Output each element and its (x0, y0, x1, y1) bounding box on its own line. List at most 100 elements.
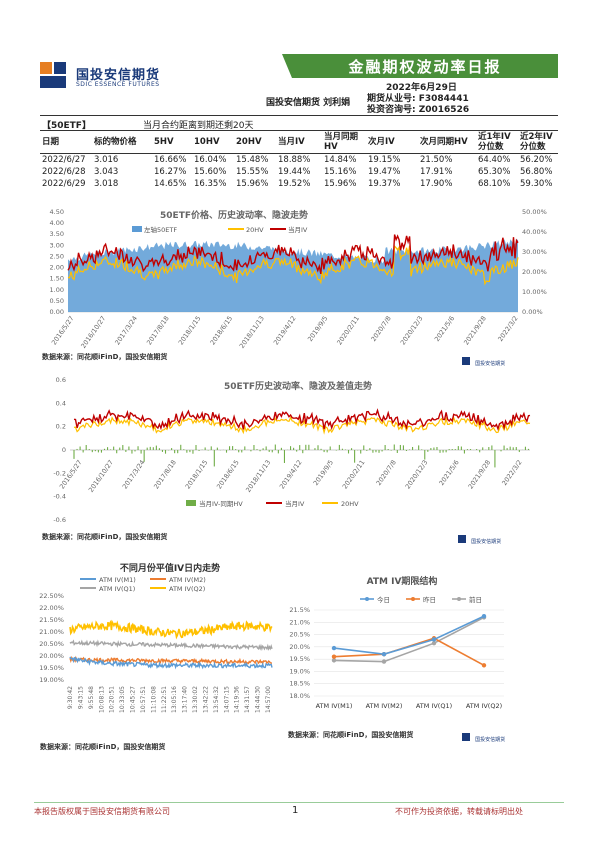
column-header: 次月同期HV (418, 131, 476, 154)
chart2-x-tick: 2017/8/18 (152, 459, 178, 491)
chart-term-structure: ATM IV期限结构 今日 昨日 前日 18.0% 18.5% 19.0% 19.5% 20… (289, 575, 504, 710)
chart4-y-tick: 18.5% (289, 680, 310, 688)
chart4-x-axis: ATM IV(M1) ATM IV(M2) ATM IV(Q1) ATM IV(Q2) (316, 702, 503, 710)
table-mid-rule (40, 130, 558, 131)
chart2-x-axis: 2016/5/27 2016/10/27 2017/3/24 2017/8/18 201… (58, 459, 524, 494)
chart3-x-tick: 13:30:02 (192, 686, 199, 713)
chart3-y-tick: 21.00% (39, 628, 64, 636)
chart3-x-tick: 14:19:36 (234, 686, 241, 713)
table-cell: 14.65% (154, 179, 187, 189)
chart4-y-tick: 20.5% (289, 631, 310, 639)
column-header: 近2年IV分位数 (518, 131, 558, 154)
chart3-source: 数据来源：同花顺iFinD，国投安信期货 (40, 743, 166, 751)
report-title: 金融期权波动率日报 (348, 58, 502, 76)
chart4-title: ATM IV期限结构 (367, 575, 438, 587)
table-cell: 19.47% (368, 167, 401, 177)
table-cell: 65.30% (478, 167, 511, 177)
table-cell: 15.60% (194, 167, 227, 177)
chart1-left-tick: 1.50 (50, 275, 64, 283)
chart2-x-tick: 2019/9/5 (312, 459, 335, 488)
chart3-y-tick: 21.50% (39, 616, 64, 624)
table-row: 2022/6/29 3.018 14.65% 16.35% 15.96% 19.52% 15… (40, 178, 558, 190)
chart4-series-line (333, 616, 485, 663)
chart4-series (331, 613, 487, 668)
chart4-y-tick: 20.0% (289, 643, 310, 651)
table-cell: 16.04% (194, 155, 227, 165)
chart2-legend-spread: 当月IV-同期HV (199, 499, 243, 508)
chart3-m2-line (69, 655, 272, 666)
table-cell: 15.48% (236, 155, 269, 165)
chart3-x-tick: 10:57:51 (140, 686, 147, 713)
chart1-left-tick: 0.50 (50, 297, 64, 305)
chart1-right-tick: 30.00% (522, 248, 547, 256)
chart4-y-tick: 18.0% (289, 692, 310, 700)
table-top-rule (40, 115, 558, 116)
column-header: 10HV (192, 131, 234, 154)
chart3-q1-line (69, 639, 273, 651)
chart4-point (431, 640, 437, 646)
chart2-x-tick: 2020/12/3 (404, 459, 430, 491)
footer-rule (34, 802, 564, 803)
chart2-title: 50ETF历史波动率、隐波及差值走势 (224, 380, 372, 392)
chart3-legend-q1: ATM IV(Q1) (99, 585, 135, 593)
table-cell: 15.16% (324, 167, 357, 177)
chart2-source: 数据来源：同花顺iFinD，国投安信期货 (42, 533, 168, 541)
table-cell: 3.043 (94, 167, 119, 177)
table-cell: 19.37% (368, 179, 401, 189)
chart1-legend-iv: 当月IV (288, 225, 308, 234)
column-header: 近1年IV分位数 (476, 131, 518, 154)
chart2-watermark: 国投安信期货 (458, 528, 501, 547)
chart2-y-tick: -0.2 (53, 469, 66, 477)
chart3-x-tick: 11:22:51 (161, 686, 168, 713)
table-cell: 17.90% (420, 179, 453, 189)
column-header: 标的物价格 (92, 131, 152, 154)
chart1-left-tick: 3.50 (50, 230, 64, 238)
chart3-x-tick: 13:17:40 (182, 686, 189, 713)
chart2-x-tick: 2021/5/6 (437, 459, 460, 488)
chart2-x-tick: 2017/3/24 (121, 459, 147, 491)
table-tag: 【50ETF】 (42, 121, 91, 131)
table-cell: 3.016 (94, 155, 119, 165)
chart2-y-tick: -0.6 (53, 516, 66, 524)
chart2-x-tick: 2020/2/11 (341, 459, 367, 491)
chart4-point (431, 637, 437, 642)
chart3-y-tick: 22.00% (39, 604, 64, 612)
chart1-source: 数据来源：同花顺iFinD，国投安信期货 (42, 353, 168, 361)
table-row: 2022/6/28 3.043 16.27% 15.60% 15.55% 19.44% 15… (40, 166, 558, 178)
chart1-right-tick: 10.00% (522, 288, 547, 296)
chart4-point (381, 659, 387, 664)
banner-corner (282, 54, 292, 78)
chart1-right-tick: 0.00% (522, 308, 543, 316)
chart4-x-tick: ATM IV(Q2) (466, 702, 502, 710)
logo-name-en: SDIC ESSENCE FUTURES (76, 81, 160, 88)
table-cell: 59.30% (520, 179, 553, 189)
table-cell: 56.20% (520, 155, 553, 165)
table-cell: 56.80% (520, 167, 553, 177)
chart2-legend: 当月IV-同期HV 当月IV 20HV (186, 499, 359, 508)
chart2-spread-bars (73, 444, 530, 468)
chart1-left-tick: 2.00 (50, 264, 64, 272)
chart4-y-tick: 19.5% (289, 655, 310, 663)
expiry-note: 当月合约距离到期还剩20天 (143, 121, 254, 131)
chart1-legend-hv: 20HV (246, 226, 264, 234)
chart3-x-tick: 14:07:15 (223, 686, 230, 713)
chart4-y-axis: 18.0% 18.5% 19.0% 19.5% 20.0% 20.5% 21.0% 21.5% (289, 606, 504, 700)
table-cell: 18.88% (278, 155, 311, 165)
chart3-y-tick: 20.00% (39, 652, 64, 660)
table-cell: 16.27% (154, 167, 187, 177)
table-cell: 17.91% (420, 167, 453, 177)
table-cell: 16.66% (154, 155, 187, 165)
chart1-left-axis: 0.00 0.50 1.00 1.50 2.00 2.50 3.00 3.50 4.00 4.50 (50, 208, 64, 316)
chart3-y-axis: 19.00% 19.50% 20.00% 20.50% 21.00% 21.50% 22.0… (39, 592, 64, 684)
chart4-legend-label: 昨日 (423, 595, 436, 604)
chart2-y-tick: 0.2 (56, 423, 66, 431)
chart1-right-tick: 40.00% (522, 228, 547, 236)
chart3-legend-q2: ATM IV(Q2) (169, 585, 205, 593)
chart2-x-tick: 2016/10/27 (87, 459, 115, 494)
chart2-legend-hv: 20HV (341, 500, 359, 508)
chart4-point (331, 658, 337, 663)
chart3-x-tick: 14:31:57 (244, 686, 251, 713)
chart1-left-tick: 0.00 (50, 308, 64, 316)
chart1-title: 50ETF价格、历史波动率、隐波走势 (160, 209, 308, 221)
column-header: 当月IV (276, 131, 322, 154)
